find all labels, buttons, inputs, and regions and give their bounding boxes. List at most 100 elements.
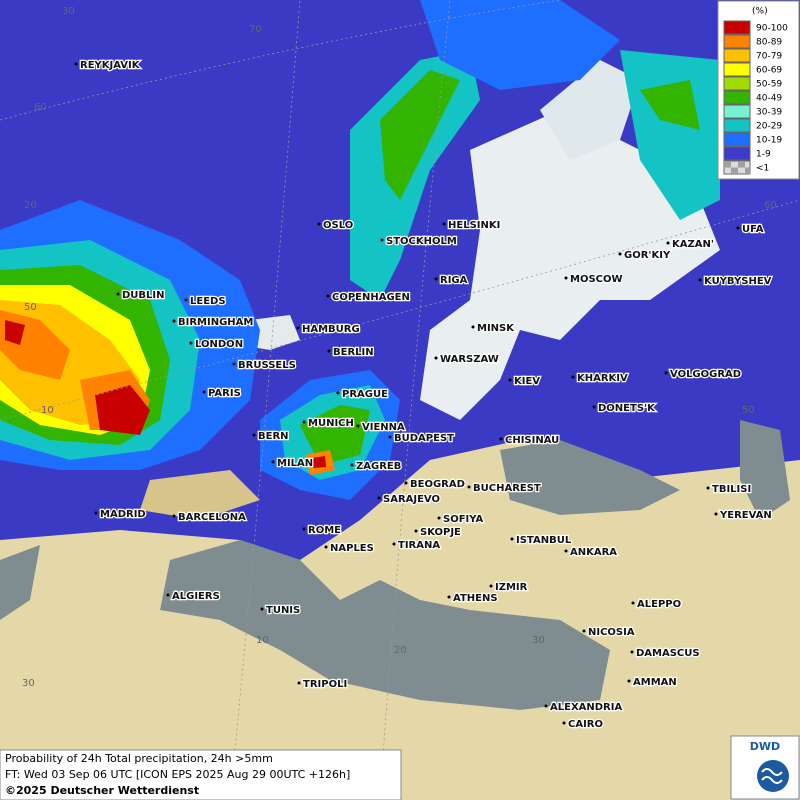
city-dot	[618, 252, 622, 256]
city-dot	[664, 371, 668, 375]
graticule-label: 60	[34, 102, 47, 113]
city-label: REYKJAVIK	[80, 60, 141, 71]
legend-unit: (%)	[752, 7, 768, 17]
city-label: TBILISI	[712, 484, 751, 495]
legend-label: <1	[756, 164, 769, 174]
city-dot	[706, 486, 710, 490]
city-dot	[467, 485, 471, 489]
city-label: CAIRO	[568, 719, 603, 730]
legend-swatch	[723, 20, 751, 35]
city-label: BRUSSELS	[238, 360, 296, 371]
graticule-labels: 30 70 60 20 50 10 10 20 30 30 60 50	[22, 6, 777, 689]
city-label: RIGA	[440, 275, 468, 286]
city-label: HAMBURG	[302, 324, 360, 335]
legend-swatch	[723, 90, 751, 105]
city-label: ALEPPO	[637, 599, 681, 610]
caspian	[740, 420, 790, 520]
city-dot	[414, 529, 418, 533]
city-label: BARCELONA	[178, 512, 246, 523]
precip-40-49	[640, 80, 700, 130]
city-dot	[582, 629, 586, 633]
city-dot	[631, 601, 635, 605]
city-label: NAPLES	[330, 543, 374, 554]
sea	[0, 545, 40, 620]
city-label: ALGIERS	[172, 591, 220, 602]
city-dot	[377, 496, 381, 500]
city-dot	[388, 435, 392, 439]
logo-wave	[761, 768, 783, 784]
legend-label: 60-69	[756, 66, 782, 76]
mediterranean	[160, 540, 610, 710]
land-south	[140, 470, 260, 520]
city-label: LONDON	[195, 339, 243, 350]
city-label: SKOPJE	[420, 527, 461, 538]
city-label: HELSINKI	[448, 220, 500, 231]
city-label: ALEXANDRIA	[550, 702, 622, 713]
city-label: VOLGOGRAD	[670, 369, 741, 380]
legend-label: 30-39	[756, 108, 782, 118]
city-dot	[172, 514, 176, 518]
city-dot	[404, 481, 408, 485]
footer-copyright: ©2025 Deutscher Wetterdienst	[5, 784, 199, 797]
city-label: WARSZAW	[440, 354, 499, 365]
city-label: MILAN	[277, 458, 313, 469]
legend-label: 20-29	[756, 122, 782, 132]
legend-swatch	[723, 62, 751, 77]
graticule-label: 50	[24, 302, 37, 313]
city-dot	[327, 349, 331, 353]
city-label: SARAJEVO	[383, 494, 440, 505]
graticule-label: 50	[742, 405, 755, 416]
city-label: BIRMINGHAM	[178, 317, 253, 328]
city-label: BEOGRAD	[410, 479, 465, 490]
city-label: GOR'KIY	[624, 250, 671, 261]
city-dot	[380, 238, 384, 242]
legend-label: 50-59	[756, 80, 782, 90]
city-label: TUNIS	[266, 605, 300, 616]
city-dot	[189, 341, 193, 345]
graticule-label: 60	[764, 200, 777, 211]
city-dot	[356, 424, 360, 428]
precip-20-29	[350, 50, 480, 300]
city-dot	[627, 679, 631, 683]
legend-swatch-pattern	[724, 161, 750, 174]
footer-time: FT: Wed 03 Sep 06 UTC [ICON EPS 2025 Aug…	[5, 768, 350, 781]
graticule-label: 30	[532, 635, 545, 646]
logo-icon	[757, 760, 789, 792]
precip-10-19	[420, 0, 620, 90]
precip-40-49	[300, 405, 370, 465]
city-dot	[437, 516, 441, 520]
city-label: ISTANBUL	[516, 535, 572, 546]
black-sea	[500, 440, 680, 515]
city-dot	[698, 278, 702, 282]
graticule-label: 70	[249, 24, 262, 35]
city-label: MUNICH	[308, 418, 354, 429]
city-dot	[326, 294, 330, 298]
city-label: UFA	[742, 224, 764, 235]
city-label: SOFIYA	[443, 514, 484, 525]
city-label: DAMASCUS	[636, 648, 700, 659]
city-dot	[571, 375, 575, 379]
legend-swatch	[723, 48, 751, 63]
legend-label: 10-19	[756, 136, 782, 146]
graticule-label: 10	[256, 635, 269, 646]
legend-swatch	[723, 146, 751, 161]
city-dot	[508, 378, 512, 382]
city-dot	[630, 650, 634, 654]
city-label: OSLO	[323, 220, 353, 231]
city-dot	[544, 704, 548, 708]
city-label: DUBLIN	[122, 290, 165, 301]
city-label: TRIPOLI	[303, 679, 347, 690]
city-dot	[302, 527, 306, 531]
city-dot	[336, 391, 340, 395]
dry-land	[540, 60, 640, 160]
city-label: STOCKHOLM	[386, 236, 457, 247]
city-label: IZMIR	[495, 582, 528, 593]
city-label: BUCHAREST	[473, 483, 541, 494]
precip-90-100	[5, 320, 150, 435]
city-label: DONETS'K	[598, 403, 656, 414]
graticule-label: 30	[22, 678, 35, 689]
legend-label: 70-79	[756, 52, 782, 62]
city-label: VIENNA	[362, 422, 405, 433]
